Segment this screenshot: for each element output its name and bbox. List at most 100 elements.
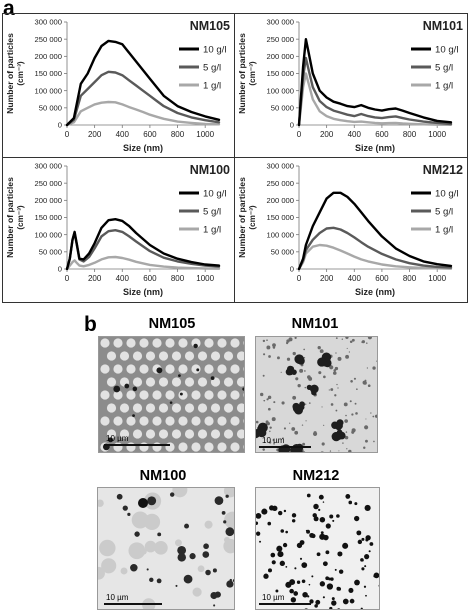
series-line-5-g-l (297, 56, 453, 127)
micrograph-title-nm101: NM101 (291, 316, 339, 332)
y-axis-unit: (cm⁻³) (16, 61, 25, 86)
legend-label: 1 g/l (203, 80, 221, 91)
y-tick-label: 250 000 (35, 35, 62, 44)
legend-label: 5 g/l (203, 62, 221, 73)
y-axis-title: Number of particles (237, 33, 247, 114)
y-tick-label: 0 (58, 121, 62, 130)
y-axis-title: Number of particles (5, 33, 15, 114)
y-tick-label: 250 000 (35, 179, 62, 188)
chart-grid-border (2, 13, 468, 303)
y-tick-label: 100 000 (35, 230, 62, 239)
x-tick-label: 0 (297, 130, 302, 139)
x-tick-label: 0 (297, 274, 302, 283)
scale-bar-nm105 (104, 444, 170, 446)
legend-label: 5 g/l (203, 206, 221, 217)
scale-label-nm212: 10 µm (262, 593, 285, 602)
x-tick-label: 200 (320, 130, 334, 139)
series-line-10-g-l (65, 218, 221, 271)
y-tick-label: 300 000 (267, 162, 294, 171)
series-line-1-g-l (297, 72, 453, 127)
panel-b-label: b (84, 313, 97, 336)
legend-label: 10 g/l (435, 188, 458, 199)
x-tick-label: 200 (88, 130, 102, 139)
micrograph-title-nm212: NM212 (292, 468, 340, 484)
x-axis-title: Size (nm) (123, 143, 163, 153)
x-tick-label: 800 (171, 274, 185, 283)
micrograph-nm100 (97, 487, 235, 610)
chart-title-nm212: NM212 (423, 163, 463, 177)
series-line-10-g-l (297, 191, 453, 271)
chart-nm105: 0 50 000 100 000 150 000 200 000 250 000 300 0… (5, 18, 230, 153)
micrograph-nm105 (98, 336, 245, 453)
x-tick-label: 400 (348, 274, 362, 283)
y-axis-unit: (cm⁻³) (16, 205, 25, 230)
x-tick-label: 600 (143, 130, 157, 139)
x-axis-title: Size (nm) (355, 287, 395, 297)
x-tick-label: 200 (88, 274, 102, 283)
x-tick-label: 800 (403, 274, 417, 283)
legend-label: 1 g/l (435, 224, 453, 235)
chart-title-nm101: NM101 (423, 19, 463, 33)
panel-a-label: a (3, 0, 15, 20)
x-tick-label: 1000 (196, 130, 214, 139)
legend-label: 5 g/l (435, 206, 453, 217)
series-line-5-g-l (65, 70, 221, 127)
scale-label-nm105: 10 µm (106, 434, 129, 443)
y-axis-unit: (cm⁻³) (248, 61, 257, 86)
micrograph-nm101 (255, 336, 378, 453)
chart-grid-divider-vertical (234, 13, 235, 303)
y-tick-label: 0 (290, 265, 294, 274)
x-tick-label: 200 (320, 274, 334, 283)
y-tick-label: 100 000 (35, 86, 62, 95)
legend-label: 1 g/l (435, 80, 453, 91)
x-tick-label: 0 (65, 130, 70, 139)
x-axis-title: Size (nm) (355, 143, 395, 153)
legend-label: 10 g/l (203, 188, 226, 199)
x-tick-label: 800 (171, 130, 185, 139)
y-tick-label: 250 000 (267, 35, 294, 44)
y-tick-label: 200 000 (267, 196, 294, 205)
y-tick-label: 150 000 (35, 69, 62, 78)
y-tick-label: 150 000 (267, 69, 294, 78)
x-tick-label: 400 (116, 274, 130, 283)
x-tick-label: 1000 (428, 130, 446, 139)
y-tick-label: 300 000 (267, 18, 294, 27)
series-line-10-g-l (297, 38, 453, 127)
y-tick-label: 200 000 (35, 52, 62, 61)
series-line-1-g-l (297, 243, 453, 271)
micrograph-title-nm105: NM105 (148, 316, 196, 332)
x-tick-label: 800 (403, 130, 417, 139)
y-tick-label: 200 000 (35, 196, 62, 205)
y-tick-label: 100 000 (267, 230, 294, 239)
y-tick-label: 0 (58, 265, 62, 274)
scale-label-nm100: 10 µm (106, 593, 129, 602)
y-tick-label: 300 000 (35, 162, 62, 171)
series-line-1-g-l (65, 255, 221, 271)
series-line-5-g-l (297, 226, 453, 271)
y-tick-label: 300 000 (35, 18, 62, 27)
chart-nm101: 0 50 000 100 000 150 000 200 000 250 000 300 0… (237, 18, 463, 153)
series-line-10-g-l (65, 39, 221, 127)
y-tick-label: 50 000 (271, 103, 294, 112)
micrograph-title-nm100: NM100 (139, 468, 187, 484)
legend-label: 10 g/l (203, 44, 226, 55)
y-tick-label: 200 000 (267, 52, 294, 61)
y-axis-title: Number of particles (5, 177, 15, 258)
x-tick-label: 600 (143, 274, 157, 283)
legend-label: 1 g/l (203, 224, 221, 235)
y-axis-unit: (cm⁻³) (248, 205, 257, 230)
scale-label-nm101: 10 µm (262, 436, 285, 445)
micrograph-nm212 (255, 487, 380, 610)
x-tick-label: 600 (375, 130, 389, 139)
y-tick-label: 50 000 (271, 247, 294, 256)
scale-bar-nm212 (259, 603, 311, 605)
scale-bar-nm101 (259, 446, 311, 448)
series-line-1-g-l (65, 100, 221, 127)
legend-label: 5 g/l (435, 62, 453, 73)
y-axis-title: Number of particles (237, 177, 247, 258)
y-tick-label: 0 (290, 121, 294, 130)
x-tick-label: 400 (116, 130, 130, 139)
x-tick-label: 1000 (196, 274, 214, 283)
x-tick-label: 1000 (428, 274, 446, 283)
y-tick-label: 250 000 (267, 179, 294, 188)
